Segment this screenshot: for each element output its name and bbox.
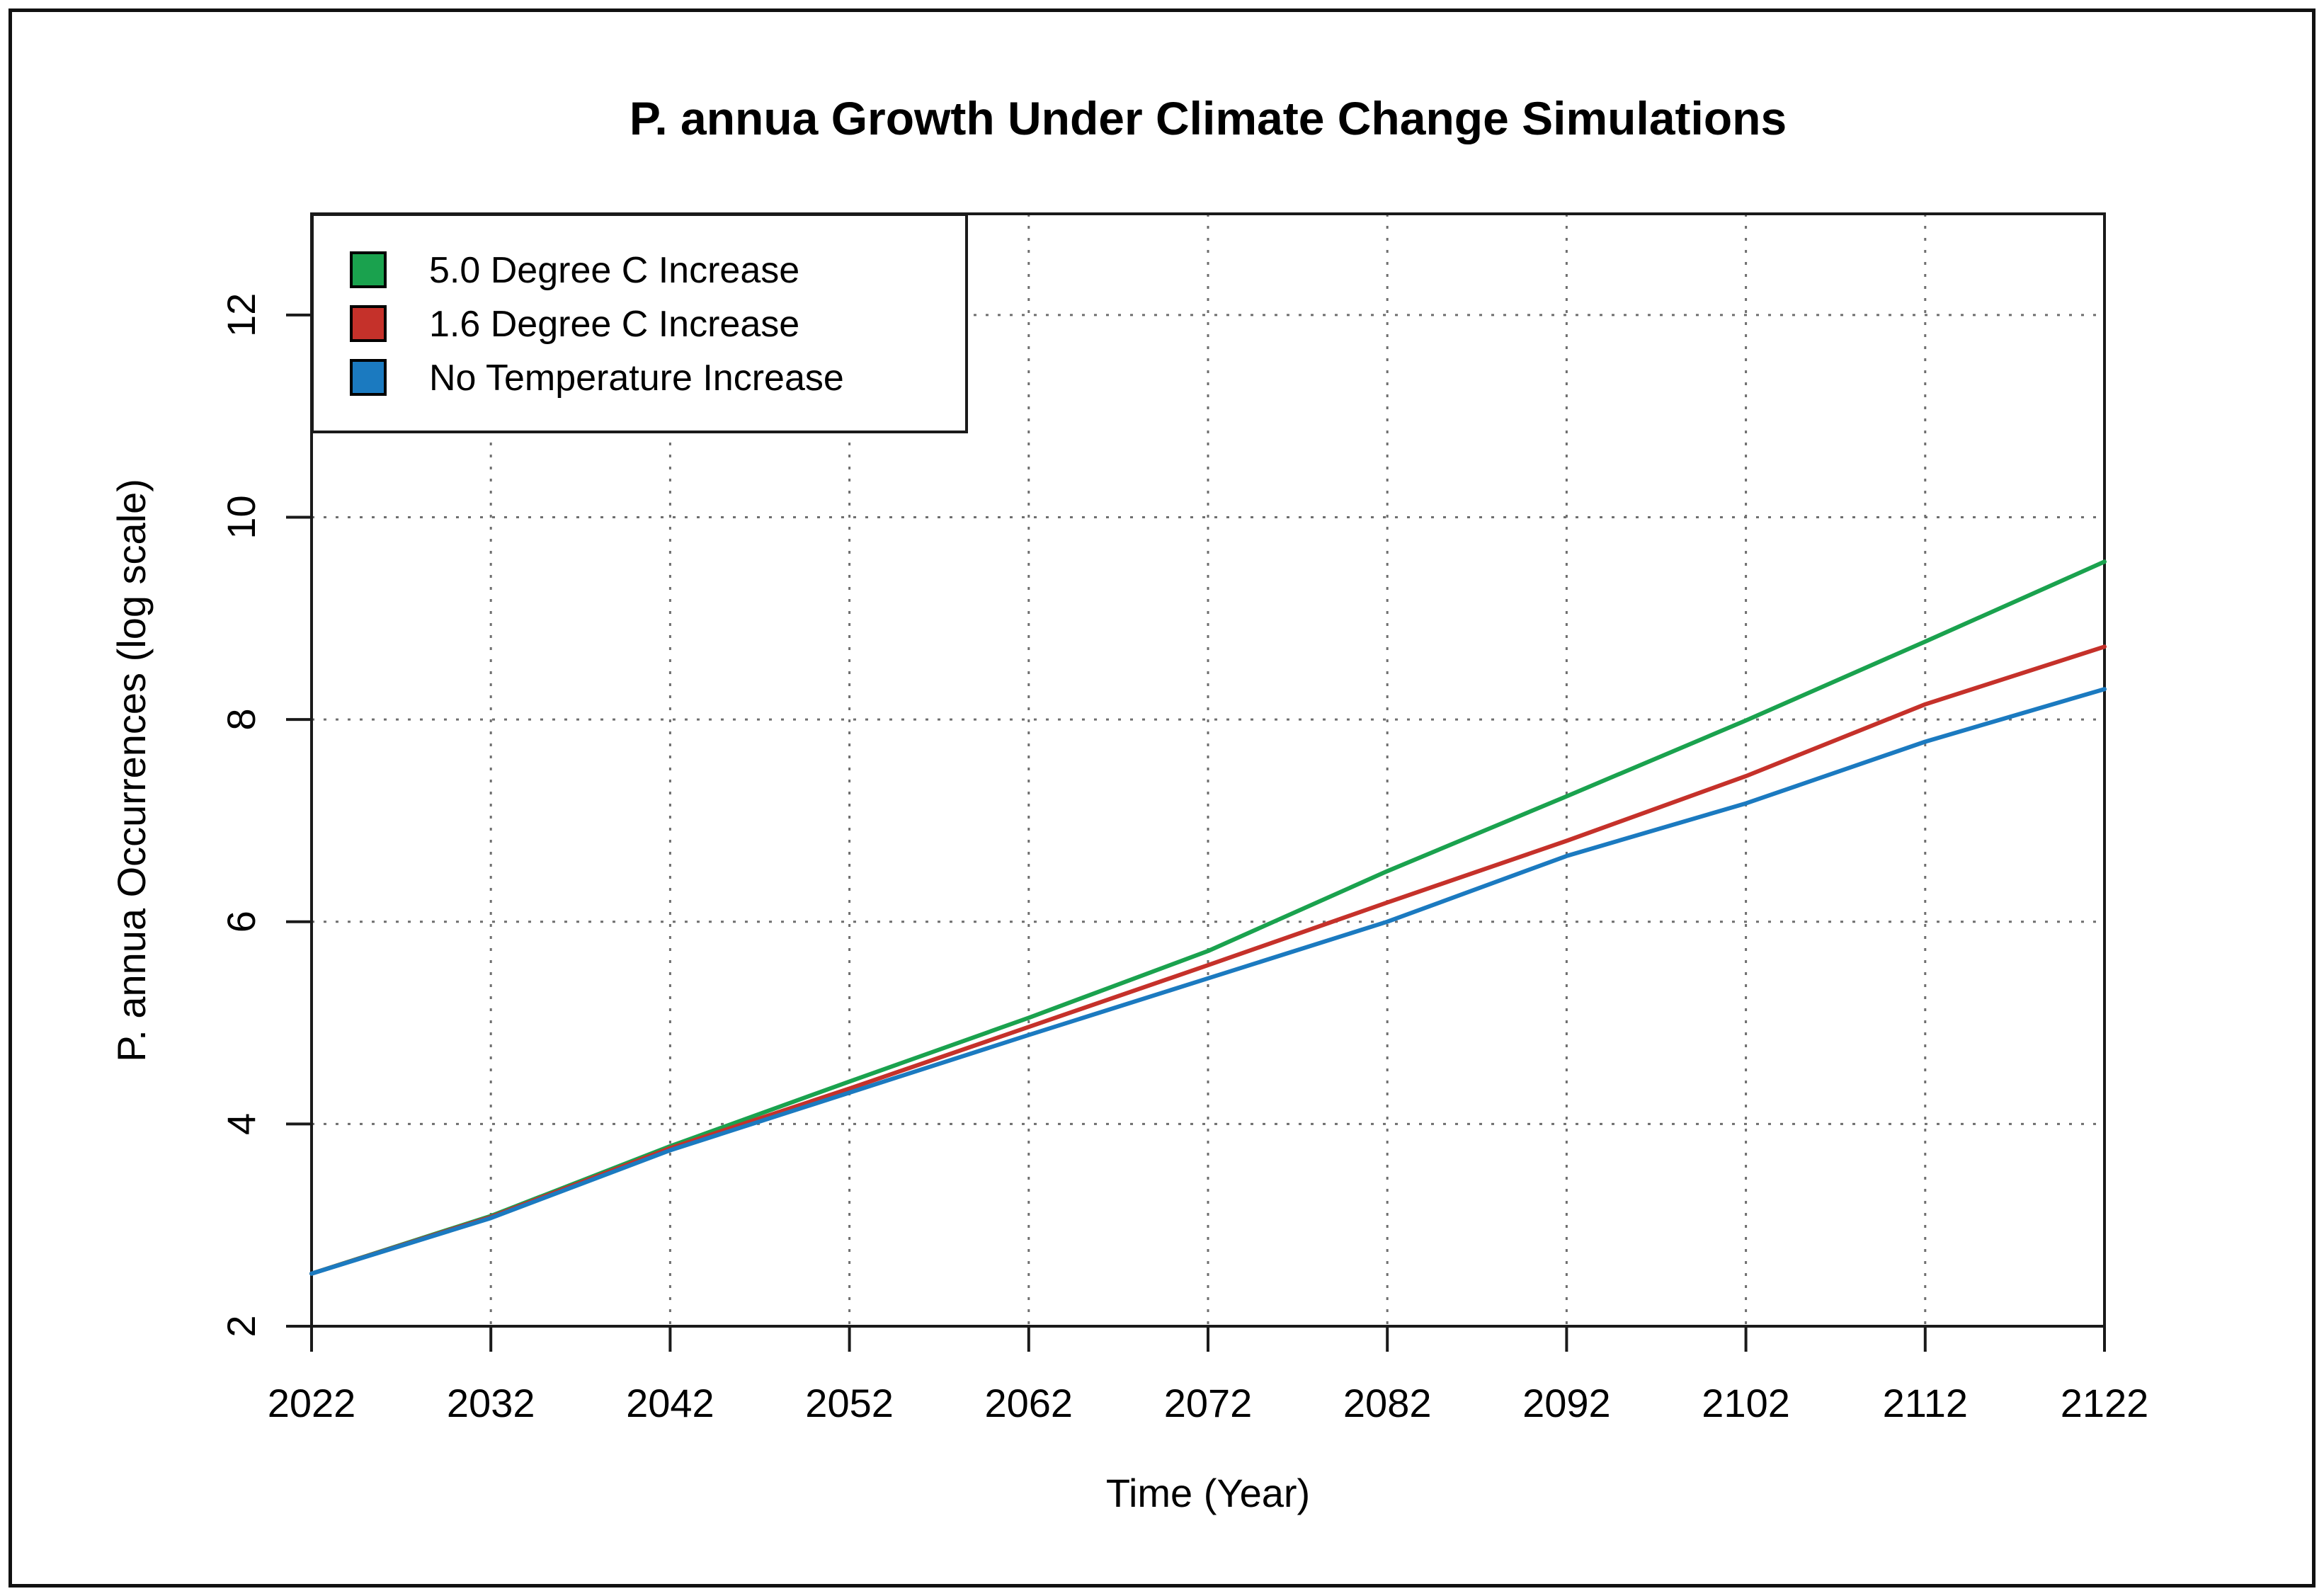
y-tick-label: 2 bbox=[219, 1315, 263, 1337]
legend: 5.0 Degree C Increase 1.6 Degree C Increa… bbox=[311, 213, 968, 433]
y-tick-label: 8 bbox=[219, 709, 263, 731]
legend-box bbox=[311, 213, 968, 433]
x-tick-label: 2052 bbox=[805, 1381, 894, 1425]
x-tick-label: 2072 bbox=[1164, 1381, 1253, 1425]
legend-item-label: No Temperature Increase bbox=[429, 358, 844, 399]
x-tick-label: 2042 bbox=[626, 1381, 714, 1425]
plot-border bbox=[310, 212, 2106, 1328]
y-tick-labels: 2 4 6 8 10 12 bbox=[219, 293, 263, 1338]
x-tick-label: 2062 bbox=[985, 1381, 1073, 1425]
y-tick-label: 6 bbox=[219, 911, 263, 933]
y-tick-label: 10 bbox=[219, 495, 263, 539]
y-tick-label: 12 bbox=[219, 293, 263, 337]
legend-swatch bbox=[350, 359, 387, 396]
x-tick-label: 2122 bbox=[2061, 1381, 2149, 1425]
x-tick-label: 2082 bbox=[1343, 1381, 1432, 1425]
legend-swatch bbox=[350, 251, 387, 288]
x-tick-label: 2112 bbox=[1883, 1381, 1968, 1425]
x-tick-label: 2102 bbox=[1702, 1381, 1790, 1425]
legend-item-label: 1.6 Degree C Increase bbox=[429, 304, 799, 345]
x-axis-title: Time (Year) bbox=[1106, 1471, 1310, 1515]
y-axis-title: P. annua Occurrences (log scale) bbox=[109, 479, 154, 1062]
x-tick-labels: 2022 2032 2042 2052 2062 2072 2082 2092 2102 2112… bbox=[268, 1381, 2149, 1425]
y-tick-label: 4 bbox=[219, 1113, 263, 1135]
x-tick-label: 2022 bbox=[268, 1381, 356, 1425]
axis-ticks bbox=[286, 313, 2106, 1352]
x-tick-label: 2092 bbox=[1522, 1381, 1611, 1425]
legend-swatch bbox=[350, 305, 387, 342]
series-line bbox=[309, 687, 2107, 1276]
x-tick-label: 2032 bbox=[447, 1381, 535, 1425]
chart-title: P. annua Growth Under Climate Change Sim… bbox=[630, 92, 1787, 144]
data-series bbox=[309, 559, 2107, 1276]
legend-item-label: 5.0 Degree C Increase bbox=[429, 250, 799, 291]
gridlines bbox=[312, 214, 2104, 1326]
